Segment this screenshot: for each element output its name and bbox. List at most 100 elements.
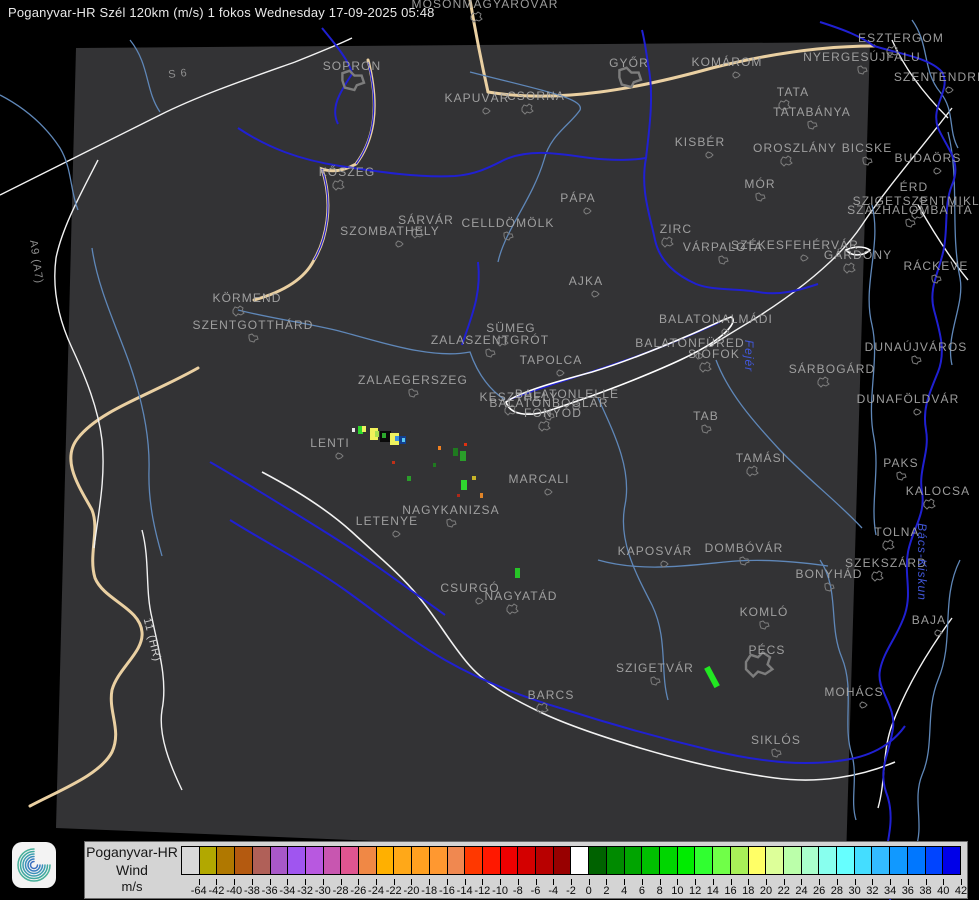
settlement-outline <box>503 231 514 241</box>
scale-tick-mark <box>730 879 732 885</box>
scale-tick-label: -22 <box>385 885 402 897</box>
color-scale-cell <box>217 847 236 874</box>
color-scale-cell <box>943 847 960 874</box>
settlement-outline <box>882 539 895 551</box>
radar-echo <box>480 493 483 498</box>
color-scale-cell <box>659 847 678 874</box>
scale-tick-mark <box>907 879 909 885</box>
radar-echo <box>407 476 411 481</box>
road-budapest-2 <box>917 204 969 281</box>
wind-spiral-logo <box>12 842 56 888</box>
city-label: SZIGETVÁR <box>616 661 694 675</box>
city-label: SIÓFOK <box>688 347 740 361</box>
city-label: MÓR <box>744 177 776 191</box>
scale-tick-mark <box>854 879 856 885</box>
scale-tick-label: -24 <box>368 885 384 897</box>
settlement-outline <box>695 352 704 360</box>
settlement-outline <box>521 103 534 115</box>
lake-balaton <box>505 316 734 416</box>
color-scale-cell <box>872 847 891 874</box>
map-title: Poganyvar-HR Szél 120km (m/s) 1 fokos We… <box>8 5 435 20</box>
settlement-outline <box>446 518 457 528</box>
settlement-outline <box>485 348 496 358</box>
legend-label-block: Poganyvar-HR Wind m/s <box>85 844 179 895</box>
scale-tick-mark <box>464 879 466 885</box>
scale-tick-mark <box>836 879 838 885</box>
settlement-outline <box>923 498 936 510</box>
road-11hr <box>141 529 183 791</box>
scale-tick-mark <box>624 879 626 885</box>
city-label: TAMÁSI <box>735 451 787 465</box>
color-scale-cell <box>465 847 483 874</box>
radar-echo <box>390 433 399 445</box>
scale-tick-mark <box>943 879 945 885</box>
color-scale-cell <box>713 847 731 874</box>
color-scale-cell <box>482 847 501 874</box>
city-label: NAGYATÁD <box>484 589 558 603</box>
color-scale-cell <box>854 847 873 874</box>
city-outline-squiggles <box>232 11 954 758</box>
color-scale-cell <box>801 847 820 874</box>
scale-tick-mark <box>269 879 271 885</box>
settlement-outline <box>411 227 424 239</box>
settlement-outline <box>248 333 259 343</box>
city-label: KŐSZEG <box>318 165 376 179</box>
city-label: CSORNA <box>507 89 565 103</box>
city-label: DUNAÚJVÁROS <box>864 340 968 354</box>
river-marcal <box>461 261 480 346</box>
scale-tick-mark <box>251 879 253 885</box>
city-label: KOMÁROM <box>691 55 763 69</box>
wind-legend: Poganyvar-HR Wind m/s -64 -42 -40 -38 -36 -34… <box>84 841 968 899</box>
city-label: PAKS <box>883 456 919 470</box>
scale-tick-label: -20 <box>403 885 420 897</box>
road-a9 <box>54 159 104 549</box>
settlement-outline <box>232 305 245 317</box>
city-label: VÁRPALOTA <box>682 240 764 254</box>
river-left-edge <box>0 94 79 211</box>
settlement-outline <box>911 208 924 220</box>
minor-river-lines <box>0 19 962 851</box>
color-scale-cell <box>907 847 926 874</box>
city-label: BALATONLELLE <box>514 387 620 401</box>
river-raba-gyor <box>641 29 653 159</box>
settlement-outline <box>332 179 345 191</box>
city-label: BONYHÁD <box>795 567 863 581</box>
scale-tick-mark <box>925 879 927 885</box>
settlement-outline <box>650 676 661 686</box>
scale-tick-label: -2 <box>566 885 576 897</box>
scale-tick-label: 8 <box>656 885 663 897</box>
scale-tick-label: -32 <box>297 885 314 897</box>
border-slovenia-croatia <box>28 366 200 808</box>
scale-tick-label: 34 <box>883 885 897 897</box>
settlement-outline <box>341 69 366 92</box>
settlement-outline <box>395 240 404 248</box>
scale-tick-mark <box>677 879 679 885</box>
color-scale-cell <box>890 847 908 874</box>
county-border-east <box>868 204 877 536</box>
city-label: BALATONFÜRED <box>635 336 745 350</box>
color-scale-cell <box>925 847 944 874</box>
settlement-outline <box>778 99 791 111</box>
color-scale-cell <box>252 847 271 874</box>
city-label: BAJA <box>911 613 947 627</box>
river-danube <box>819 21 957 900</box>
color-scale-cell <box>748 847 767 874</box>
settlement-outline <box>392 530 401 538</box>
radar-echo <box>352 428 355 432</box>
scale-tick-label: -28 <box>332 885 349 897</box>
radar-echo <box>453 448 458 456</box>
scale-tick-mark <box>517 879 519 885</box>
radar-echo <box>472 476 476 480</box>
settlement-outline <box>755 192 766 202</box>
scale-tick-mark <box>606 879 608 885</box>
road-m7 <box>709 107 953 347</box>
radar-echo <box>358 426 363 434</box>
settlement-outline <box>506 603 519 615</box>
scale-tick-label: 38 <box>919 885 932 897</box>
city-label: LETENYE <box>355 514 419 528</box>
border-croatia-south <box>261 471 896 781</box>
city-label: TATA <box>776 85 810 99</box>
scale-tick-mark <box>588 879 590 885</box>
settlement-outline <box>470 11 483 23</box>
